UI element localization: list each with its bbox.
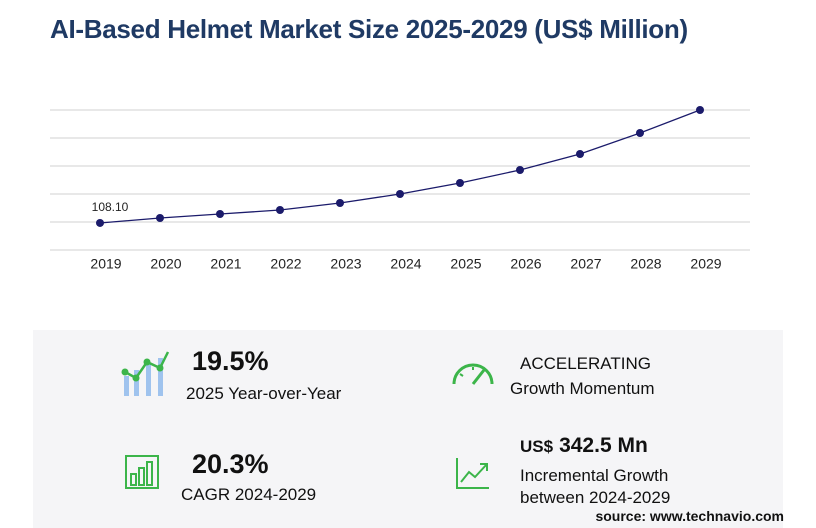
stat-label: CAGR 2024-2029 (181, 485, 317, 504)
cagr-icon (125, 455, 159, 489)
point (336, 199, 344, 207)
stat-label: Incremental Growth (520, 466, 669, 485)
point (636, 129, 644, 137)
x-tick-label: 2022 (270, 256, 301, 272)
stat-value: 19.5% (192, 346, 269, 376)
x-tick-label: 2027 (570, 256, 601, 272)
x-tick-label: 2026 (510, 256, 541, 272)
stat-value: ACCELERATING (520, 354, 651, 373)
stat-value: 342.5 Mn (559, 434, 648, 457)
point (96, 218, 104, 227)
stat-value-row: US$ 342.5 Mn (520, 434, 648, 458)
chart-title: AI-Based Helmet Market Size 2025-2029 (U… (50, 14, 688, 44)
x-tick-label: 2025 (450, 256, 481, 272)
stat-label: between 2024-2029 (520, 488, 671, 507)
stat-prefix: US$ (520, 437, 554, 456)
source: source: www.technavio.com (595, 508, 784, 524)
point (156, 214, 164, 222)
x-tick-label: 2028 (630, 256, 661, 272)
point (696, 106, 704, 114)
stat-label: Growth Momentum (510, 379, 655, 398)
point (516, 166, 524, 174)
chart: 2019 2020 2021 2022 2023 2024 2025 2026 2027 2028… (50, 106, 750, 272)
x-tick-label: 2020 (150, 256, 181, 272)
point (276, 206, 284, 214)
growth-icon (456, 458, 489, 489)
stat-label: 2025 Year-over-Year (186, 384, 342, 403)
x-tick-label: 2029 (690, 256, 721, 272)
gauge-icon (452, 363, 494, 385)
x-tick-label: 2021 (210, 256, 241, 272)
data-label: 108.10 (92, 200, 129, 214)
x-tick-label: 2019 (90, 256, 121, 272)
x-tick-label: 2023 (330, 256, 361, 272)
point (216, 210, 224, 218)
stat-value: 20.3% (192, 449, 269, 479)
point (456, 179, 464, 187)
point (576, 150, 584, 158)
x-tick-label: 2024 (390, 256, 421, 272)
point (396, 190, 404, 198)
yoy-icon (121, 351, 170, 396)
